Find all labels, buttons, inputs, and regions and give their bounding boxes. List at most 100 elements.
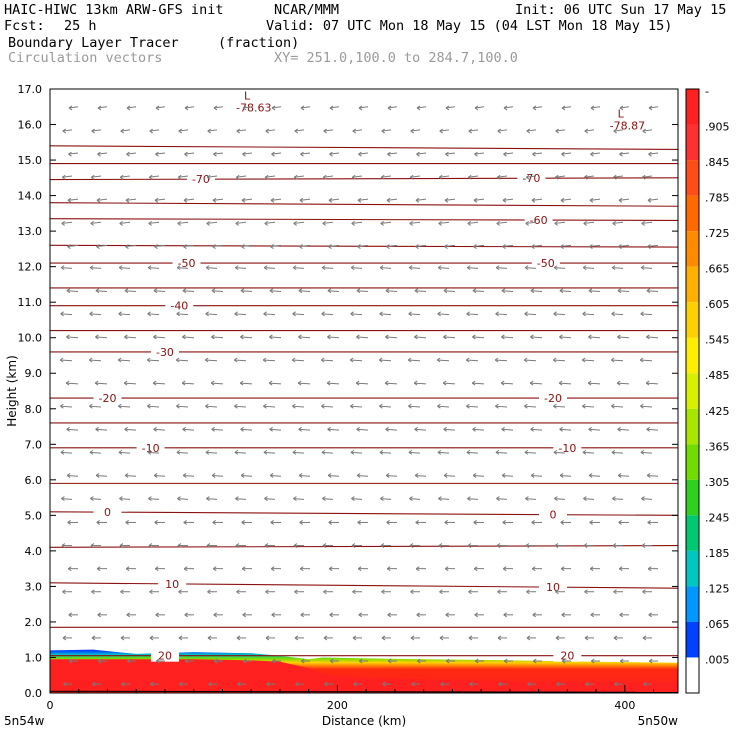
vector-arrowhead (323, 128, 328, 132)
circulation-vector (292, 313, 305, 316)
vector-arrowhead (269, 473, 274, 476)
vector-arrowhead (466, 313, 470, 317)
vector-arrowhead (154, 522, 158, 525)
vector-arrowhead (467, 223, 471, 226)
vector-arrowhead (444, 246, 448, 249)
vector-arrowhead (640, 313, 644, 317)
vector-arrowhead (408, 451, 413, 455)
vector-arrowhead (148, 543, 153, 546)
vector-arrowhead (408, 449, 413, 453)
vector-arrowhead (268, 382, 273, 386)
y-tick-label: 5.0 (25, 509, 43, 522)
vector-arrowhead (439, 589, 443, 593)
circulation-vector (183, 474, 195, 477)
vector-arrowhead (473, 197, 478, 201)
circulation-vector (611, 313, 624, 316)
circulation-vector (467, 221, 479, 224)
vector-arrowhead (323, 635, 328, 639)
circulation-vector (531, 244, 543, 248)
circulation-vector (236, 175, 247, 178)
circulation-vector (234, 451, 247, 454)
vector-arrowhead (321, 265, 326, 269)
colorbar-swatch (686, 586, 699, 622)
circulation-vector (327, 336, 340, 339)
circulation-vector (207, 175, 218, 178)
vector-arrowhead (176, 265, 181, 269)
vector-arrowhead (292, 449, 297, 453)
circulation-vector (235, 221, 247, 224)
vector-arrowhead (646, 428, 650, 432)
vector-arrowhead (472, 334, 476, 338)
circulation-vector (323, 129, 334, 132)
vector-arrowhead (178, 128, 183, 132)
vector-arrowhead (300, 151, 304, 155)
vector-arrowhead (148, 223, 152, 226)
vector-arrowhead (554, 174, 559, 178)
vector-arrowhead (468, 128, 473, 132)
vector-arrowhead (556, 683, 560, 687)
vector-arrowhead (271, 660, 276, 664)
vector-arrowhead (237, 681, 241, 685)
vector-arrowhead (414, 288, 419, 292)
circulation-vector (356, 428, 369, 431)
vector-arrowhead (466, 265, 471, 269)
vector-arrowhead (384, 382, 389, 386)
vector-arrowhead (387, 658, 392, 662)
circulation-vector (554, 221, 566, 224)
circulation-vector (530, 382, 543, 385)
vector-arrowhead (416, 107, 421, 111)
vector-arrowhead (618, 520, 622, 523)
vector-arrowhead (647, 568, 652, 572)
vector-arrowhead (241, 522, 245, 525)
vector-arrowhead (235, 221, 239, 224)
circulation-vector (583, 221, 595, 224)
vector-arrowhead (269, 428, 273, 432)
circulation-vector (298, 290, 311, 293)
vector-arrowhead (523, 359, 528, 363)
circulation-vector (292, 405, 305, 408)
vector-arrowhead (414, 336, 418, 340)
vector-arrowhead (642, 591, 646, 595)
vector-arrowhead (474, 107, 479, 111)
circulation-vector (437, 313, 450, 316)
contour-label: 0 (104, 506, 111, 519)
circulation-vector (414, 382, 427, 385)
vector-arrowhead (471, 380, 476, 384)
vector-arrowhead (147, 405, 151, 409)
vector-arrowhead (123, 380, 128, 384)
vector-arrowhead (474, 660, 479, 664)
circulation-vector (350, 313, 363, 316)
vector-arrowhead (206, 545, 211, 548)
circulation-vector (640, 359, 653, 362)
vector-arrowhead (357, 246, 361, 249)
vector-arrowhead (416, 151, 420, 155)
y-tick-label: 0.0 (25, 687, 43, 700)
vector-arrowhead (61, 496, 65, 499)
vector-arrowhead (328, 566, 333, 570)
vector-arrowhead (587, 380, 592, 384)
vector-arrowhead (212, 522, 216, 525)
vector-arrowhead (647, 199, 652, 203)
circulation-vector (502, 244, 514, 248)
vector-arrowhead (211, 288, 216, 292)
vector-arrowhead (350, 265, 355, 269)
vector-arrowhead (409, 174, 414, 178)
colorbar-label: .785 (705, 192, 730, 205)
vector-arrowhead (96, 568, 101, 572)
circulation-vector (213, 152, 224, 155)
vector-arrowhead (618, 568, 623, 572)
vector-arrowhead (177, 545, 182, 548)
x-axis-label: Distance (km) (322, 714, 406, 728)
circulation-vector (584, 175, 595, 178)
circulation-vector (415, 244, 427, 248)
vector-arrowhead (293, 174, 298, 178)
circulation-vector (126, 152, 137, 155)
vector-arrowhead (89, 405, 93, 409)
vector-arrowhead (611, 451, 616, 455)
vector-arrowhead (263, 451, 268, 455)
vector-arrowhead (465, 357, 470, 361)
circulation-vector (148, 267, 160, 269)
circulation-vector (408, 451, 421, 454)
vector-arrowhead (61, 543, 66, 546)
vector-arrowhead (497, 130, 502, 134)
